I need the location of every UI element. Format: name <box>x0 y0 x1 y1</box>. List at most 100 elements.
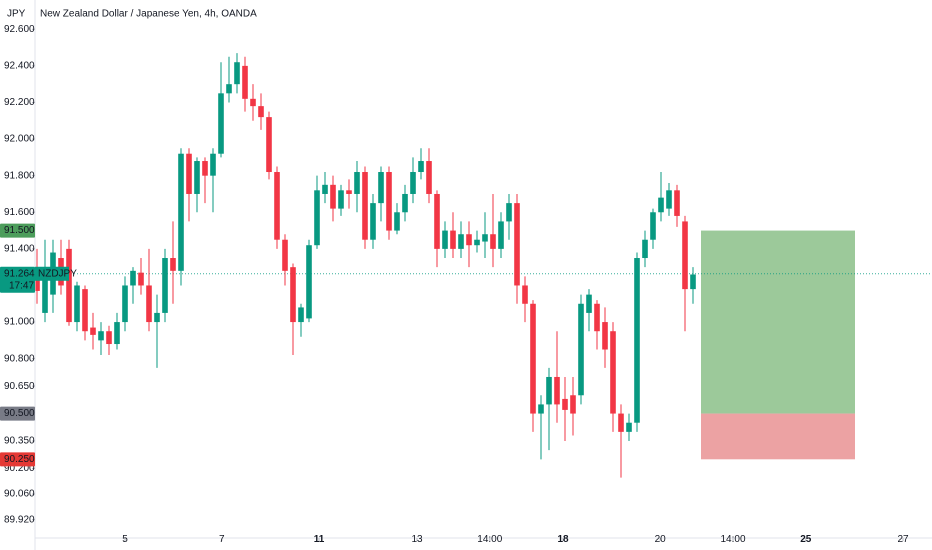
y-tick-label: 91.600 <box>4 207 35 218</box>
candle-body <box>234 62 240 85</box>
current-price-label: 91.264 <box>4 268 35 279</box>
candle-body <box>530 303 536 414</box>
y-tick-label: 90.650 <box>4 381 35 392</box>
candle-body <box>106 331 112 345</box>
candle-body <box>114 322 120 345</box>
candle-body <box>666 190 672 209</box>
candle-body <box>282 239 288 271</box>
target-zone <box>701 230 855 414</box>
candle-body <box>474 239 480 246</box>
symbol-box <box>35 266 69 281</box>
x-tick-label: 25 <box>800 534 812 545</box>
candle-body <box>402 193 408 213</box>
candle-body <box>458 234 464 249</box>
candle-body <box>42 267 48 313</box>
candle-body <box>482 234 488 242</box>
y-tick-label: 92.600 <box>4 24 35 35</box>
stop-zone <box>701 413 855 460</box>
candle-body <box>674 190 680 216</box>
y-tick-label: 90.060 <box>4 489 35 500</box>
candle-body <box>466 234 472 246</box>
y-tick-label: 92.000 <box>4 134 35 145</box>
x-tick-label: 11 <box>314 534 325 545</box>
candle-body <box>642 239 648 259</box>
candle-body <box>146 285 152 323</box>
y-tick-label: 89.920 <box>4 514 35 525</box>
candle-body <box>314 190 320 246</box>
candle-body <box>370 203 376 240</box>
price-label-box <box>0 223 35 238</box>
x-tick-label: 5 <box>122 534 128 545</box>
candle-body <box>554 376 560 405</box>
y-tick-label: 90.800 <box>4 353 35 364</box>
x-tick-label: 18 <box>557 534 569 545</box>
currency-label: JPY <box>7 9 26 20</box>
candle-body <box>138 272 144 286</box>
chart-title: New Zealand Dollar / Japanese Yen, 4h, O… <box>40 9 257 20</box>
price-label: 90.250 <box>4 454 35 465</box>
candle-body <box>410 172 416 194</box>
candle-body <box>618 413 624 432</box>
candle-body <box>194 161 200 194</box>
price-label-box <box>0 452 35 467</box>
candle-body <box>434 193 440 249</box>
y-tick-label: 91.400 <box>4 244 35 255</box>
candle-body <box>306 245 312 319</box>
candle-body <box>394 212 400 231</box>
x-tick-label: 7 <box>219 534 225 545</box>
candle-body <box>578 303 584 396</box>
candle-body <box>490 234 496 249</box>
candle-body <box>626 422 632 432</box>
candle-body <box>506 203 512 222</box>
candle-body <box>522 285 528 304</box>
candle-body <box>514 203 520 286</box>
candle-body <box>450 230 456 249</box>
y-tick-label: 91.800 <box>4 170 35 181</box>
candle-body <box>170 258 176 271</box>
y-tick-label: 91.000 <box>4 317 35 328</box>
candle-body <box>130 270 136 286</box>
candle-body <box>362 172 368 240</box>
candle-body <box>658 197 664 213</box>
y-tick-label: 90.350 <box>4 436 35 447</box>
candle-body <box>538 404 544 414</box>
candle-body <box>594 303 600 332</box>
candle-body <box>338 190 344 209</box>
candle-body <box>178 153 184 271</box>
candle-body <box>186 153 192 194</box>
candle-body <box>690 274 696 290</box>
candle-body <box>258 106 264 118</box>
candle-body <box>682 221 688 290</box>
x-tick-label: 14:00 <box>477 534 502 545</box>
price-label: 91.500 <box>4 225 35 236</box>
candle-body <box>378 172 384 204</box>
candle-body <box>418 161 424 173</box>
y-tick-label: 92.400 <box>4 61 35 72</box>
candle-body <box>66 248 72 323</box>
x-tick-label: 27 <box>897 534 909 545</box>
candle-body <box>90 327 96 335</box>
y-tick-label: 90.200 <box>4 463 35 474</box>
x-tick-label: 20 <box>655 534 667 545</box>
x-tick-label: 13 <box>411 534 423 545</box>
y-tick-label: 92.200 <box>4 97 35 108</box>
candle-body <box>650 212 656 240</box>
symbol-label: NZDJPY <box>38 268 77 279</box>
current-price-box <box>0 266 35 293</box>
candle-body <box>562 398 568 410</box>
candle-body <box>98 331 104 341</box>
candle-body <box>498 221 504 249</box>
candle-body <box>226 84 232 94</box>
candle-body <box>298 307 304 323</box>
candle-body <box>290 267 296 323</box>
countdown-label: 17:47 <box>9 280 34 291</box>
candle-body <box>202 161 208 176</box>
candle-body <box>546 376 552 405</box>
candle-body <box>586 294 592 313</box>
candle-body <box>250 98 256 107</box>
candle-body <box>242 65 248 99</box>
candle-body <box>426 161 432 194</box>
candle-body <box>354 172 360 194</box>
candle-body <box>74 285 80 323</box>
candle-body <box>266 117 272 173</box>
